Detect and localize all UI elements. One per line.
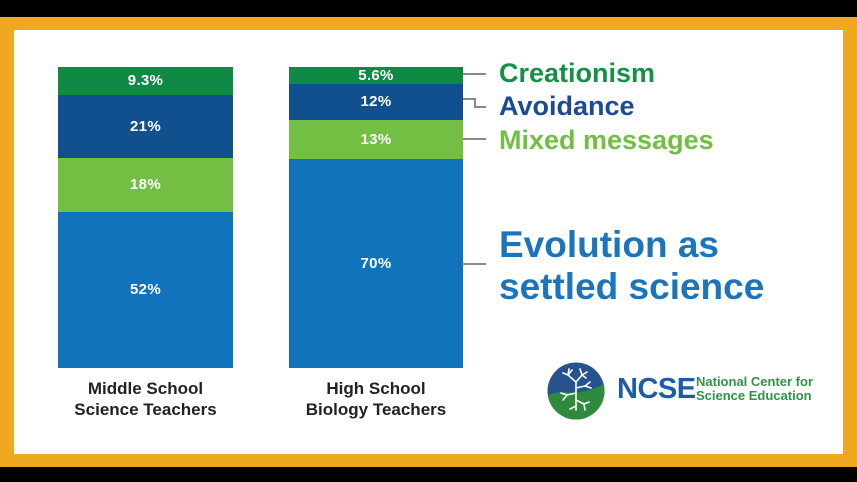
bar-value-label: 12% bbox=[360, 93, 392, 111]
ncse-tagline-line: National Center for bbox=[696, 374, 814, 389]
bar-value-label: 21% bbox=[130, 117, 161, 135]
bar-value-label: 52% bbox=[130, 281, 161, 299]
ncse-logo: NCSE National Center for Science Educati… bbox=[547, 362, 813, 420]
stacked-bar-middle-school: 9.3% 21% 18% 52% bbox=[58, 67, 233, 368]
category-label-line: Science Teachers bbox=[74, 400, 217, 419]
bar-segment-mixed-messages: 18% bbox=[58, 157, 233, 212]
category-label-high-school: High School Biology Teachers bbox=[289, 378, 463, 420]
bar-segment-mixed-messages: 13% bbox=[289, 119, 463, 159]
legend-label-evolution: Evolution as settled science bbox=[499, 224, 764, 308]
category-label-middle-school: Middle School Science Teachers bbox=[58, 378, 233, 420]
category-label-line: Biology Teachers bbox=[305, 400, 447, 419]
ncse-globe-icon bbox=[547, 362, 605, 420]
category-label-line: High School bbox=[326, 379, 426, 398]
connector-line-avoidance bbox=[463, 98, 486, 108]
bar-segment-creationism: 5.6% bbox=[289, 67, 463, 84]
bar-segment-creationism: 9.3% bbox=[58, 67, 233, 95]
legend-label-mixed-messages: Mixed messages bbox=[499, 125, 714, 155]
legend-label-avoidance: Avoidance bbox=[499, 91, 635, 121]
phylogenetic-tree-icon bbox=[560, 368, 592, 411]
bar-value-label: 70% bbox=[360, 254, 392, 272]
ncse-acronym-text: NCSE bbox=[617, 373, 696, 405]
legend-label-line: Evolution as bbox=[499, 224, 719, 265]
legend-label-creationism: Creationism bbox=[499, 58, 656, 88]
bar-segment-evolution-as-settled-science: 70% bbox=[289, 158, 463, 368]
stacked-bar-high-school: 5.6% 12% 13% 70% bbox=[289, 67, 463, 368]
ncse-tagline-text: National Center for Science Education bbox=[696, 375, 813, 403]
bar-segment-avoidance: 21% bbox=[58, 94, 233, 158]
bar-segment-avoidance: 12% bbox=[289, 83, 463, 120]
bar-value-label: 5.6% bbox=[358, 66, 394, 84]
legend-connector-lines bbox=[462, 73, 486, 265]
category-label-line: Middle School bbox=[87, 379, 204, 398]
legend-label-line: settled science bbox=[499, 266, 765, 307]
bar-value-label: 9.3% bbox=[127, 72, 164, 90]
bar-value-label: 18% bbox=[130, 176, 161, 194]
ncse-tagline-line: Science Education bbox=[696, 388, 812, 403]
bar-segment-evolution-as-settled-science: 52% bbox=[58, 211, 233, 368]
bar-value-label: 13% bbox=[360, 130, 392, 148]
